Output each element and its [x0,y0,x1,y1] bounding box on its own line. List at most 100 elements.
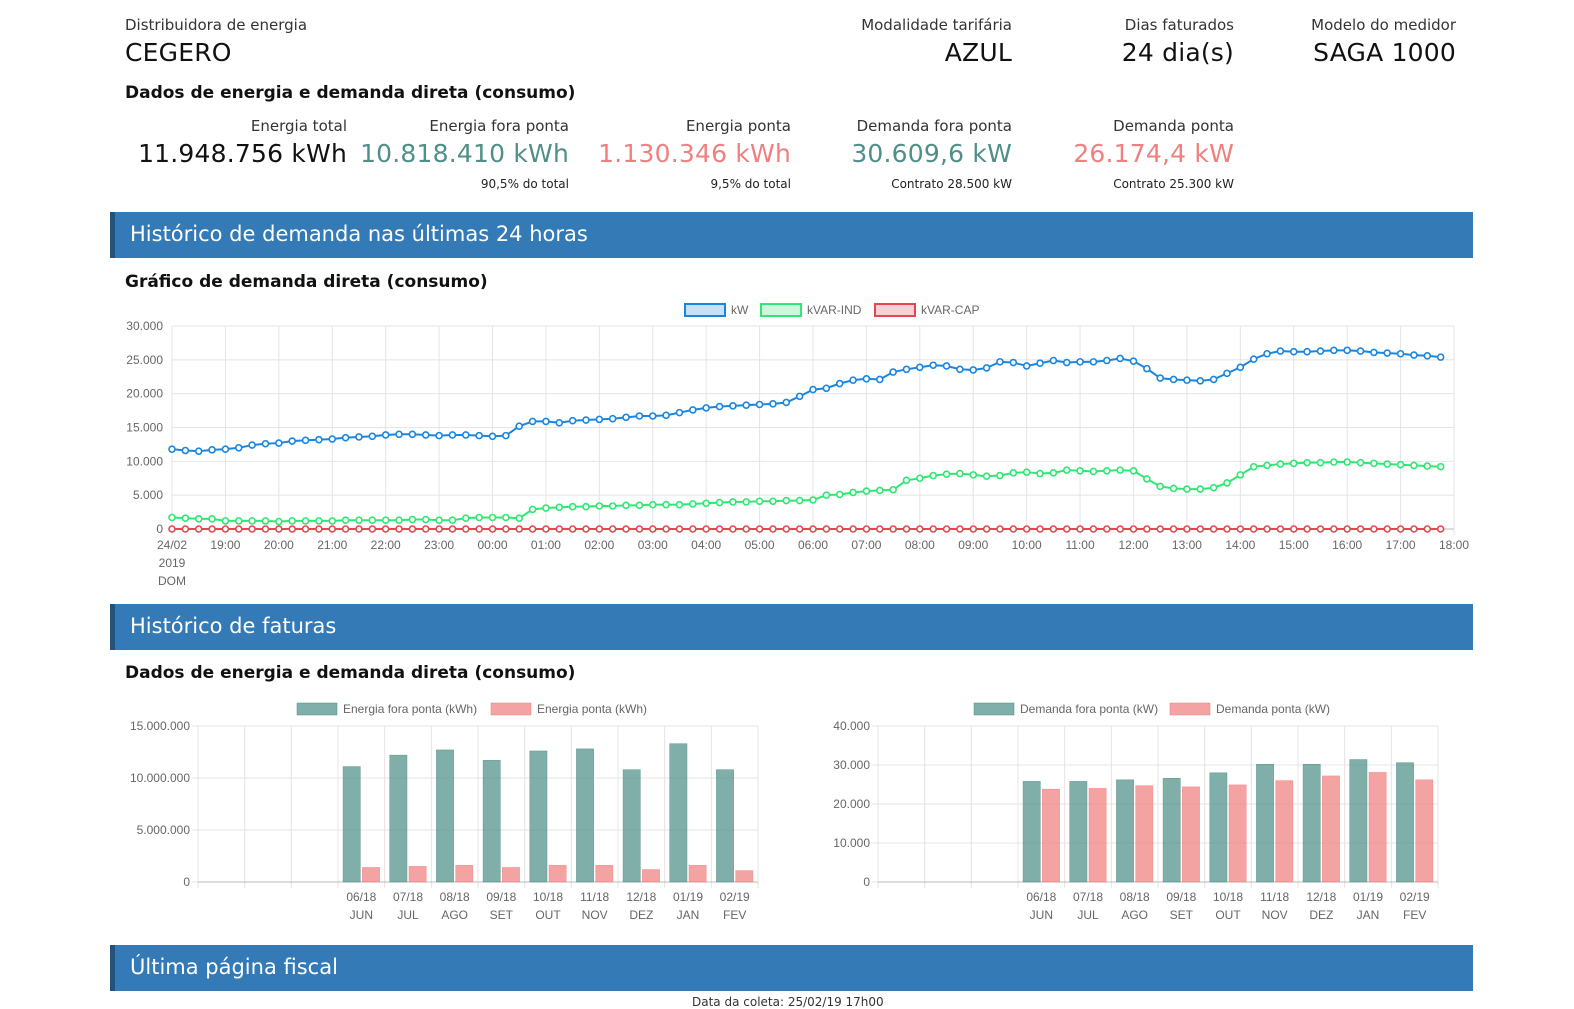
legend-label: kVAR-IND [807,303,862,317]
data-point [341,525,350,533]
legend-swatch [490,702,532,716]
x-tick-label: 11:00 [1066,538,1095,552]
data-point [408,430,417,439]
data-point [595,415,604,424]
data-point [982,525,991,533]
energia-fora-label: Energia fora ponta [429,117,569,135]
data-point [555,418,564,427]
data-point [742,525,751,533]
data-point [996,525,1004,533]
x-tick-label: 08:00 [905,538,935,552]
data-point [622,525,630,533]
data-point [795,392,804,401]
data-point [1383,460,1392,468]
data-point [261,439,270,448]
bar-fora-ponta [1162,778,1181,883]
data-point [902,525,911,533]
data-point [982,364,991,372]
bar-ponta [1322,775,1340,883]
demanda-fora-note: Contrato 28.500 kW [891,177,1012,191]
energia-fora-note: 90,5% do total [480,177,569,191]
historico-faturas-title: Histórico de faturas [130,614,337,638]
data-point [528,505,537,514]
data-point [1236,525,1245,533]
data-point [1129,525,1138,533]
bar-ponta [735,870,754,883]
data-point [755,497,764,506]
x-tick-label: 17:00 [1386,538,1416,552]
bar-fora-ponta [1209,772,1228,883]
data-point [1169,375,1178,384]
data-point [461,431,470,439]
data-point [168,445,176,453]
x-tick-label: 21:00 [317,538,347,552]
data-point [809,525,817,533]
data-point [1156,482,1165,491]
dias-label: Dias faturados [1124,16,1234,34]
bar-fora-ponta [482,760,501,883]
data-point [288,517,296,525]
bar-fora-ponta [716,769,734,883]
data-point [1276,347,1285,355]
data-point [1022,525,1031,533]
data-point [488,432,497,441]
demanda-ponta-note: Contrato 25.300 kW [1113,177,1234,191]
data-point [288,525,296,533]
data-point [809,385,817,394]
data-point [221,517,230,525]
data-point [1049,469,1058,477]
data-point [435,431,443,440]
data-point [1102,356,1111,365]
bar-fora-ponta [1302,763,1321,883]
data-point [889,368,897,376]
data-point [889,525,897,533]
x-tick-label: 08/18 [440,890,470,904]
data-point [822,525,831,533]
x-tick-month-label: FEV [1403,908,1426,922]
x-tick-month-label: JAN [677,908,700,922]
data-point [1423,351,1432,360]
x-tick-label: 19:00 [210,538,240,552]
data-point [301,436,310,445]
data-point [1436,353,1445,361]
bar-fora-ponta [1256,763,1274,883]
data-point [1022,362,1031,370]
bar-ponta [1182,786,1200,883]
data-point [622,501,630,510]
modelo-value: SAGA 1000 [1313,38,1456,67]
data-point [208,446,216,454]
data-point [1383,525,1392,533]
data-point [769,400,777,408]
data-point [1423,462,1432,470]
data-point [662,525,670,533]
data-point [648,412,657,420]
data-point [1356,525,1365,533]
data-point [1036,469,1044,478]
data-point [582,502,590,511]
modelo-label: Modelo do medidor [1311,16,1456,34]
bar-ponta [1135,785,1154,883]
energia-ponta-value: 1.130.346 kWh [598,139,791,168]
data-point [875,486,884,495]
x-tick-month-label: JUL [1077,908,1099,922]
x-tick-sublabel: 2019 [159,556,186,570]
data-point [181,446,190,455]
data-point [275,439,283,447]
data-point [1303,458,1311,467]
data-point [956,365,964,374]
y-tick-label: 10.000.000 [130,771,190,785]
x-tick-label: 11/18 [580,890,609,904]
data-point [648,500,657,509]
data-point [395,430,403,439]
x-tick-month-label: DEZ [1309,908,1333,922]
data-point [889,485,897,494]
x-tick-label: 07:00 [851,538,881,552]
data-point [194,525,203,533]
data-point [368,516,377,525]
x-tick-month-label: NOV [582,908,608,922]
x-tick-month-label: FEV [723,908,746,922]
x-tick-label: 10:00 [1012,538,1042,552]
data-point [341,433,350,442]
data-point [916,363,924,372]
data-point [1183,485,1191,493]
